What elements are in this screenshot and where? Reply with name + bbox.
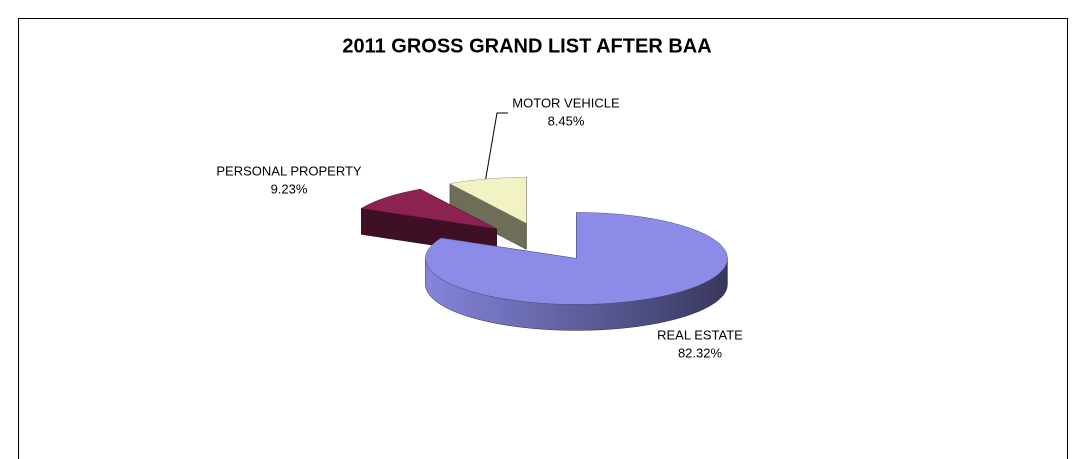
pie-slice — [449, 177, 527, 224]
slice-label: REAL ESTATE — [657, 327, 743, 342]
slice-value-label: 8.45% — [548, 113, 585, 128]
slice-value-label: 9.23% — [271, 181, 308, 196]
slice-value-label: 82.32% — [678, 345, 723, 360]
chart-title: 2011 GROSS GRAND LIST AFTER BAA — [342, 35, 711, 57]
pie-slice — [425, 212, 728, 305]
slice-label: MOTOR VEHICLE — [512, 95, 620, 110]
chart-border — [18, 18, 1068, 459]
slice-label: PERSONAL PROPERTY — [216, 163, 362, 178]
leader-line — [484, 112, 508, 184]
pie-slice — [360, 188, 497, 230]
